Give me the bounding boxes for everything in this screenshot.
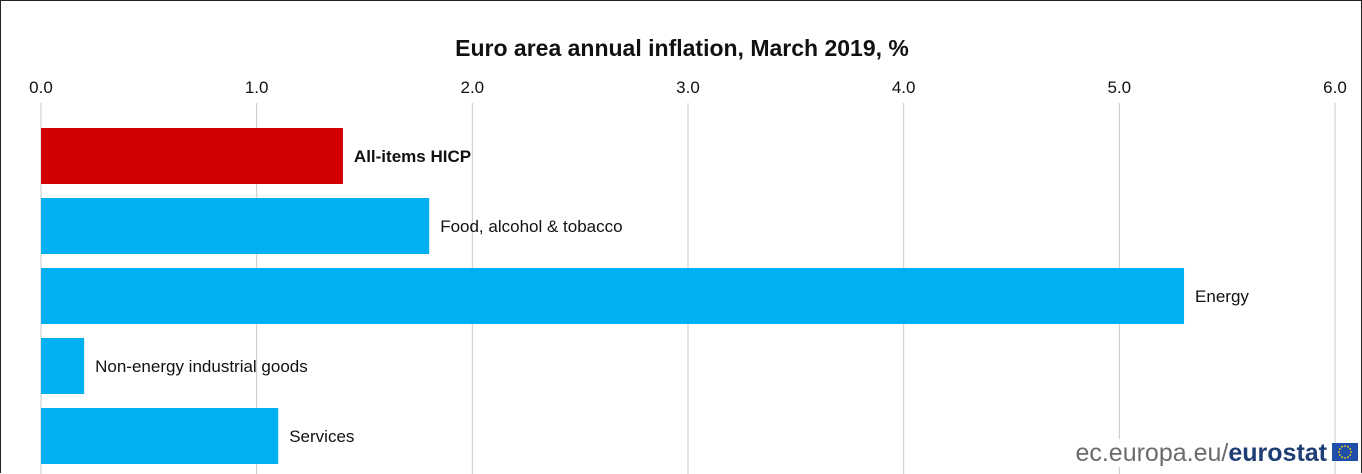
flag-star <box>1344 445 1346 447</box>
flag-star <box>1347 456 1349 459</box>
x-tick-label: 4.0 <box>892 78 916 97</box>
bar-label: Energy <box>1195 287 1249 306</box>
chart-title: Euro area annual inflation, March 2019, … <box>455 35 909 61</box>
source-brand: eurostat <box>1228 439 1327 467</box>
flag-star <box>1350 451 1352 453</box>
flag-star <box>1341 456 1343 459</box>
bar <box>41 408 279 464</box>
x-tick-label: 1.0 <box>245 78 269 97</box>
flag-star <box>1341 445 1343 448</box>
bar-label: Food, alcohol & tobacco <box>440 217 622 236</box>
bar-label: All-items HICP <box>354 147 471 166</box>
bar-label: Non-energy industrial goods <box>95 357 308 376</box>
bar-labels: All-items HICP Food, alcohol & tobacco Ene… <box>95 147 1249 446</box>
flag-star <box>1338 448 1341 450</box>
flag-star <box>1347 445 1349 448</box>
flag-field <box>1332 443 1358 461</box>
bar <box>41 268 1185 324</box>
bar <box>41 338 85 394</box>
bars <box>41 128 1185 464</box>
x-tick-label: 6.0 <box>1323 78 1347 97</box>
flag-star <box>1338 454 1341 456</box>
source-credit: ec.europa.eu/eurostat <box>1071 439 1331 467</box>
flag-star <box>1338 451 1340 453</box>
source-prefix: ec.europa.eu/ <box>1075 439 1229 467</box>
x-tick-label: 2.0 <box>461 78 485 97</box>
x-tick-label: 5.0 <box>1108 78 1132 97</box>
x-axis-ticks: 0.0 1.0 2.0 3.0 4.0 5.0 6.0 <box>29 78 1347 97</box>
flag-star <box>1344 457 1346 459</box>
eu-flag-icon <box>1332 443 1358 461</box>
flag-star <box>1349 448 1352 450</box>
x-tick-label: 3.0 <box>676 78 700 97</box>
bar-label: Services <box>289 427 354 446</box>
bar <box>41 198 430 254</box>
flag-star <box>1349 454 1352 456</box>
x-tick-label: 0.0 <box>29 78 53 97</box>
bar <box>41 128 343 184</box>
